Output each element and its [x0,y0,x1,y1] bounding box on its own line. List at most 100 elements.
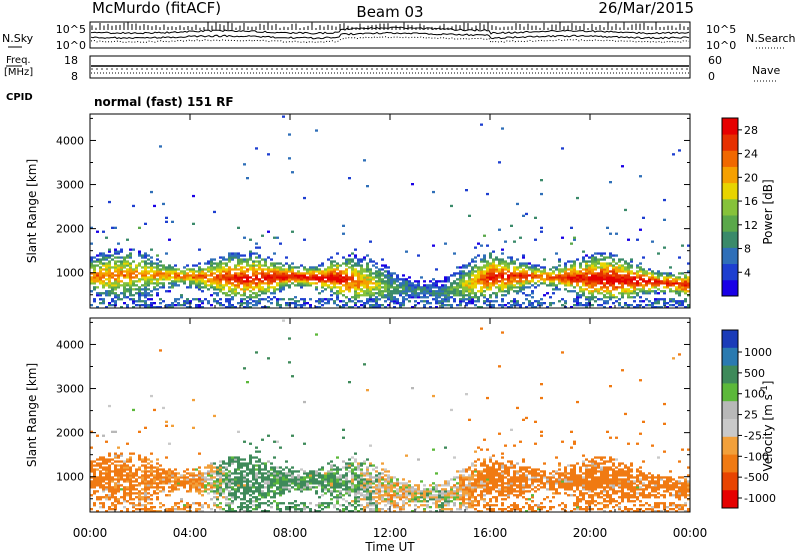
power-cell [342,304,345,307]
velocity-cell [126,442,129,445]
power-cell [492,274,495,277]
power-cell [534,282,537,285]
velocity-cell [219,476,222,479]
power-cell [192,276,195,279]
power-cell [501,298,504,301]
power-cell [336,268,339,271]
velocity-cell [114,452,117,455]
power-cell [570,280,573,283]
power-cell [462,286,465,289]
velocity-cell [123,494,126,497]
velocity-cell [372,504,375,507]
power-cell [216,270,219,273]
power-cell [570,274,573,277]
velocity-cell [168,486,171,489]
power-cell [117,250,120,253]
power-cell [564,276,567,279]
power-cell [93,288,96,291]
power-cell [642,280,645,283]
power-cell [114,262,117,265]
velocity-cell [102,462,105,465]
power-cell [336,278,339,281]
power-cell [450,292,453,295]
power-cell [108,290,111,293]
power-cell [252,268,255,271]
power-cell [282,115,285,118]
power-cell [606,266,609,269]
power-cell [123,302,126,305]
power-cell [618,298,621,301]
power-cell [195,298,198,301]
power-cell [300,276,303,279]
velocity-cell [318,482,321,485]
velocity-cell [330,476,333,479]
velocity-cell [129,498,132,501]
power-cell [426,292,429,295]
velocity-cell [312,476,315,479]
power-cell [432,282,435,285]
power-cell [132,204,135,208]
velocity-cell [300,510,303,513]
power-cell [402,284,405,287]
velocity-cell [198,466,201,469]
power-cell [300,278,303,281]
power-cell [609,284,612,287]
power-cell [267,274,270,277]
power-cell [459,280,462,283]
power-cell [438,290,441,293]
power-cell [114,250,117,253]
velocity-cell [264,476,267,479]
power-cell [201,306,204,309]
power-cell [408,294,411,297]
power-cell [252,282,255,285]
power-cell [144,276,147,279]
velocity-cell [282,488,285,491]
power-cell [636,266,639,269]
power-cell [267,278,270,281]
power-cell [465,302,468,305]
velocity-cell [279,446,282,449]
velocity-cell [330,464,333,467]
velocity-cell [240,482,243,485]
velocity-cell [168,442,171,445]
power-cell [366,290,369,293]
power-cell [579,280,582,283]
power-cell [618,260,621,263]
velocity-cell [228,486,231,489]
power-cell [156,266,159,269]
power-cell [378,292,381,295]
velocity-cell [369,462,372,465]
power-cell [330,256,333,259]
power-cell [678,288,681,291]
velocity-cell [288,484,291,487]
power-cell [675,292,678,295]
power-cell [645,270,648,273]
power-cell [459,284,462,287]
power-cell [522,272,525,275]
power-cell [336,266,339,269]
power-cell [315,129,318,132]
power-cell [663,300,666,303]
velocity-cell [228,490,231,493]
power-cell [369,276,372,279]
power-cell [489,278,492,281]
power-cell [108,294,111,297]
power-cell [681,286,684,289]
power-cell [267,306,270,309]
power-cell [159,282,162,285]
velocity-cell [243,476,246,479]
power-cell [126,276,129,279]
velocity-cell [339,484,342,487]
velocity-cell [144,490,147,493]
power-cell [480,266,483,269]
power-cell [255,260,258,263]
power-cell [597,258,600,261]
velocity-cell [240,484,243,487]
power-cell [624,292,627,295]
power-cell [171,302,174,305]
velocity-cell [384,510,387,513]
power-cell [366,302,369,305]
velocity-cell [93,468,96,471]
velocity-cell [267,510,270,513]
power-cell [381,290,384,293]
